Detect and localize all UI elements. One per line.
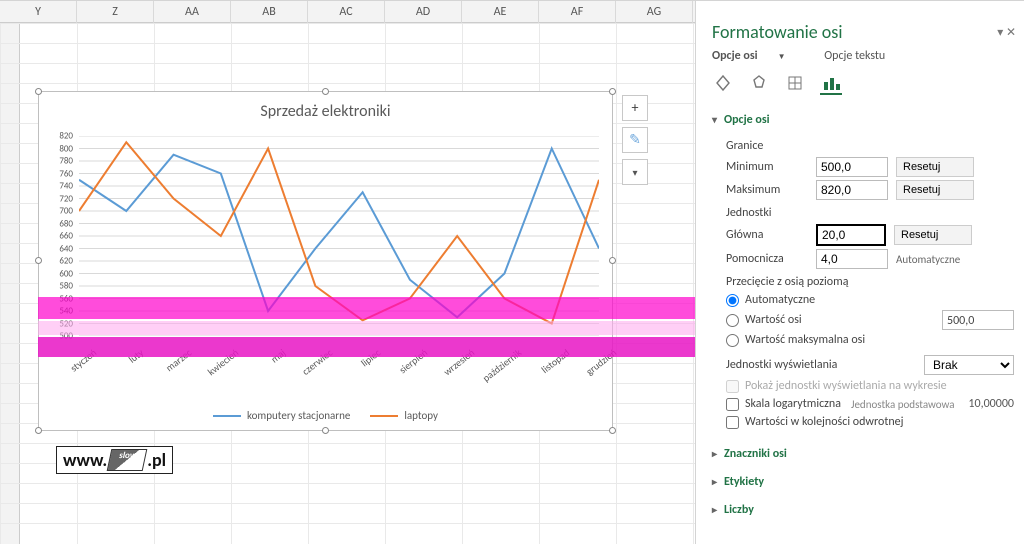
cross-value-input[interactable]: 500,0 [942, 310, 1014, 330]
cross-value-label: Wartość osi [745, 313, 802, 327]
legend-item[interactable]: laptopy [370, 409, 438, 422]
bars-icon[interactable] [820, 73, 842, 95]
column-header[interactable]: AB [231, 1, 308, 23]
show-units-checkbox [726, 380, 739, 393]
display-units-label: Jednostki wyświetlania [726, 358, 866, 372]
tab-axis-options[interactable]: Opcje osi▼ [712, 49, 806, 63]
section-labels: Etykiety [712, 471, 1014, 493]
column-header[interactable]: AD [385, 1, 462, 23]
chart-filter-button[interactable]: ▾ [622, 159, 648, 185]
column-header[interactable]: AA [154, 1, 231, 23]
effects-icon[interactable] [748, 73, 770, 95]
artifact-band [38, 337, 718, 357]
section-tick-marks-header[interactable]: Znaczniki osi [712, 443, 1014, 465]
min-input[interactable] [816, 157, 888, 177]
chart-styles-button[interactable]: ✎ [622, 127, 648, 153]
pane-title: Formatowanie osi [712, 21, 1014, 43]
chart-title[interactable]: Sprzedaż elektroniki [39, 92, 612, 127]
cross-value-radio[interactable] [726, 314, 739, 327]
column-header[interactable]: AF [539, 1, 616, 23]
filter-icon: ▾ [632, 166, 637, 179]
chart-object[interactable]: Sprzedaż elektroniki 5005205405605806006… [38, 91, 613, 431]
major-reset-button[interactable]: Resetuj [894, 225, 972, 245]
section-labels-header[interactable]: Etykiety [712, 471, 1014, 493]
display-units-select[interactable]: Brak [924, 355, 1014, 375]
min-reset-button[interactable]: Resetuj [896, 157, 974, 177]
section-numbers-header[interactable]: Liczby [712, 499, 1014, 521]
watermark: www. slow7 .pl [56, 446, 173, 474]
column-header[interactable]: Y [0, 1, 77, 23]
show-units-label: Pokaż jednostki wyświetlania na wykresie [745, 379, 947, 393]
chart-add-element-button[interactable]: + [622, 95, 648, 121]
cross-max-radio[interactable] [726, 334, 739, 347]
pane-close-buttons[interactable]: ▾ ✕ [997, 25, 1016, 40]
section-axis-options: Opcje osi Granice Minimum Resetuj Maksim… [712, 109, 1014, 437]
major-unit-label: Główna [726, 228, 816, 242]
size-icon[interactable] [784, 73, 806, 95]
units-label: Jednostki [726, 206, 1014, 220]
column-header[interactable]: AG [616, 1, 693, 23]
format-axis-pane: ▾ ✕ Formatowanie osi Opcje osi▼ Opcje te… [695, 1, 1024, 544]
reverse-order-checkbox[interactable] [726, 416, 739, 429]
minor-auto-label: Automatyczne [896, 253, 974, 266]
brush-icon: ✎ [629, 131, 641, 148]
max-reset-button[interactable]: Resetuj [896, 180, 974, 200]
watermark-logo: slow7 [107, 449, 148, 471]
min-label: Minimum [726, 160, 816, 174]
section-axis-options-header[interactable]: Opcje osi [712, 109, 1014, 131]
major-unit-input[interactable] [816, 224, 886, 246]
bounds-label: Granice [726, 139, 1014, 153]
column-header[interactable]: Z [77, 1, 154, 23]
cross-auto-radio[interactable] [726, 294, 739, 307]
log-base-value: 10,00000 [968, 397, 1014, 411]
column-header[interactable]: AC [308, 1, 385, 23]
fill-icon[interactable] [712, 73, 734, 95]
cross-auto-label: Automatyczne [745, 293, 815, 307]
log-base-label: Jednostka podstawowa [851, 399, 955, 410]
max-label: Maksimum [726, 183, 816, 197]
cross-max-label: Wartość maksymalna osi [745, 333, 865, 347]
plus-icon: + [632, 99, 639, 116]
column-header[interactable]: AE [462, 1, 539, 23]
chart-legend[interactable]: komputery stacjonarne laptopy [39, 409, 612, 422]
cross-label: Przecięcie z osią poziomą [726, 275, 1014, 289]
reverse-order-label: Wartości w kolejności odwrotnej [745, 415, 903, 429]
watermark-suffix: .pl [147, 449, 166, 471]
tab-text-options[interactable]: Opcje tekstu [824, 49, 885, 63]
column-headers: YZAAABACADAEAFAGAH [0, 1, 695, 23]
log-scale-checkbox[interactable] [726, 398, 739, 411]
watermark-prefix: www. [63, 449, 107, 471]
section-tick-marks: Znaczniki osi [712, 443, 1014, 465]
max-input[interactable] [816, 180, 888, 200]
legend-item[interactable]: komputery stacjonarne [213, 409, 350, 422]
minor-unit-input[interactable] [816, 249, 888, 269]
log-scale-label: Skala logarytmiczna [745, 397, 841, 411]
section-numbers: Liczby [712, 499, 1014, 521]
minor-unit-label: Pomocnicza [726, 252, 816, 266]
